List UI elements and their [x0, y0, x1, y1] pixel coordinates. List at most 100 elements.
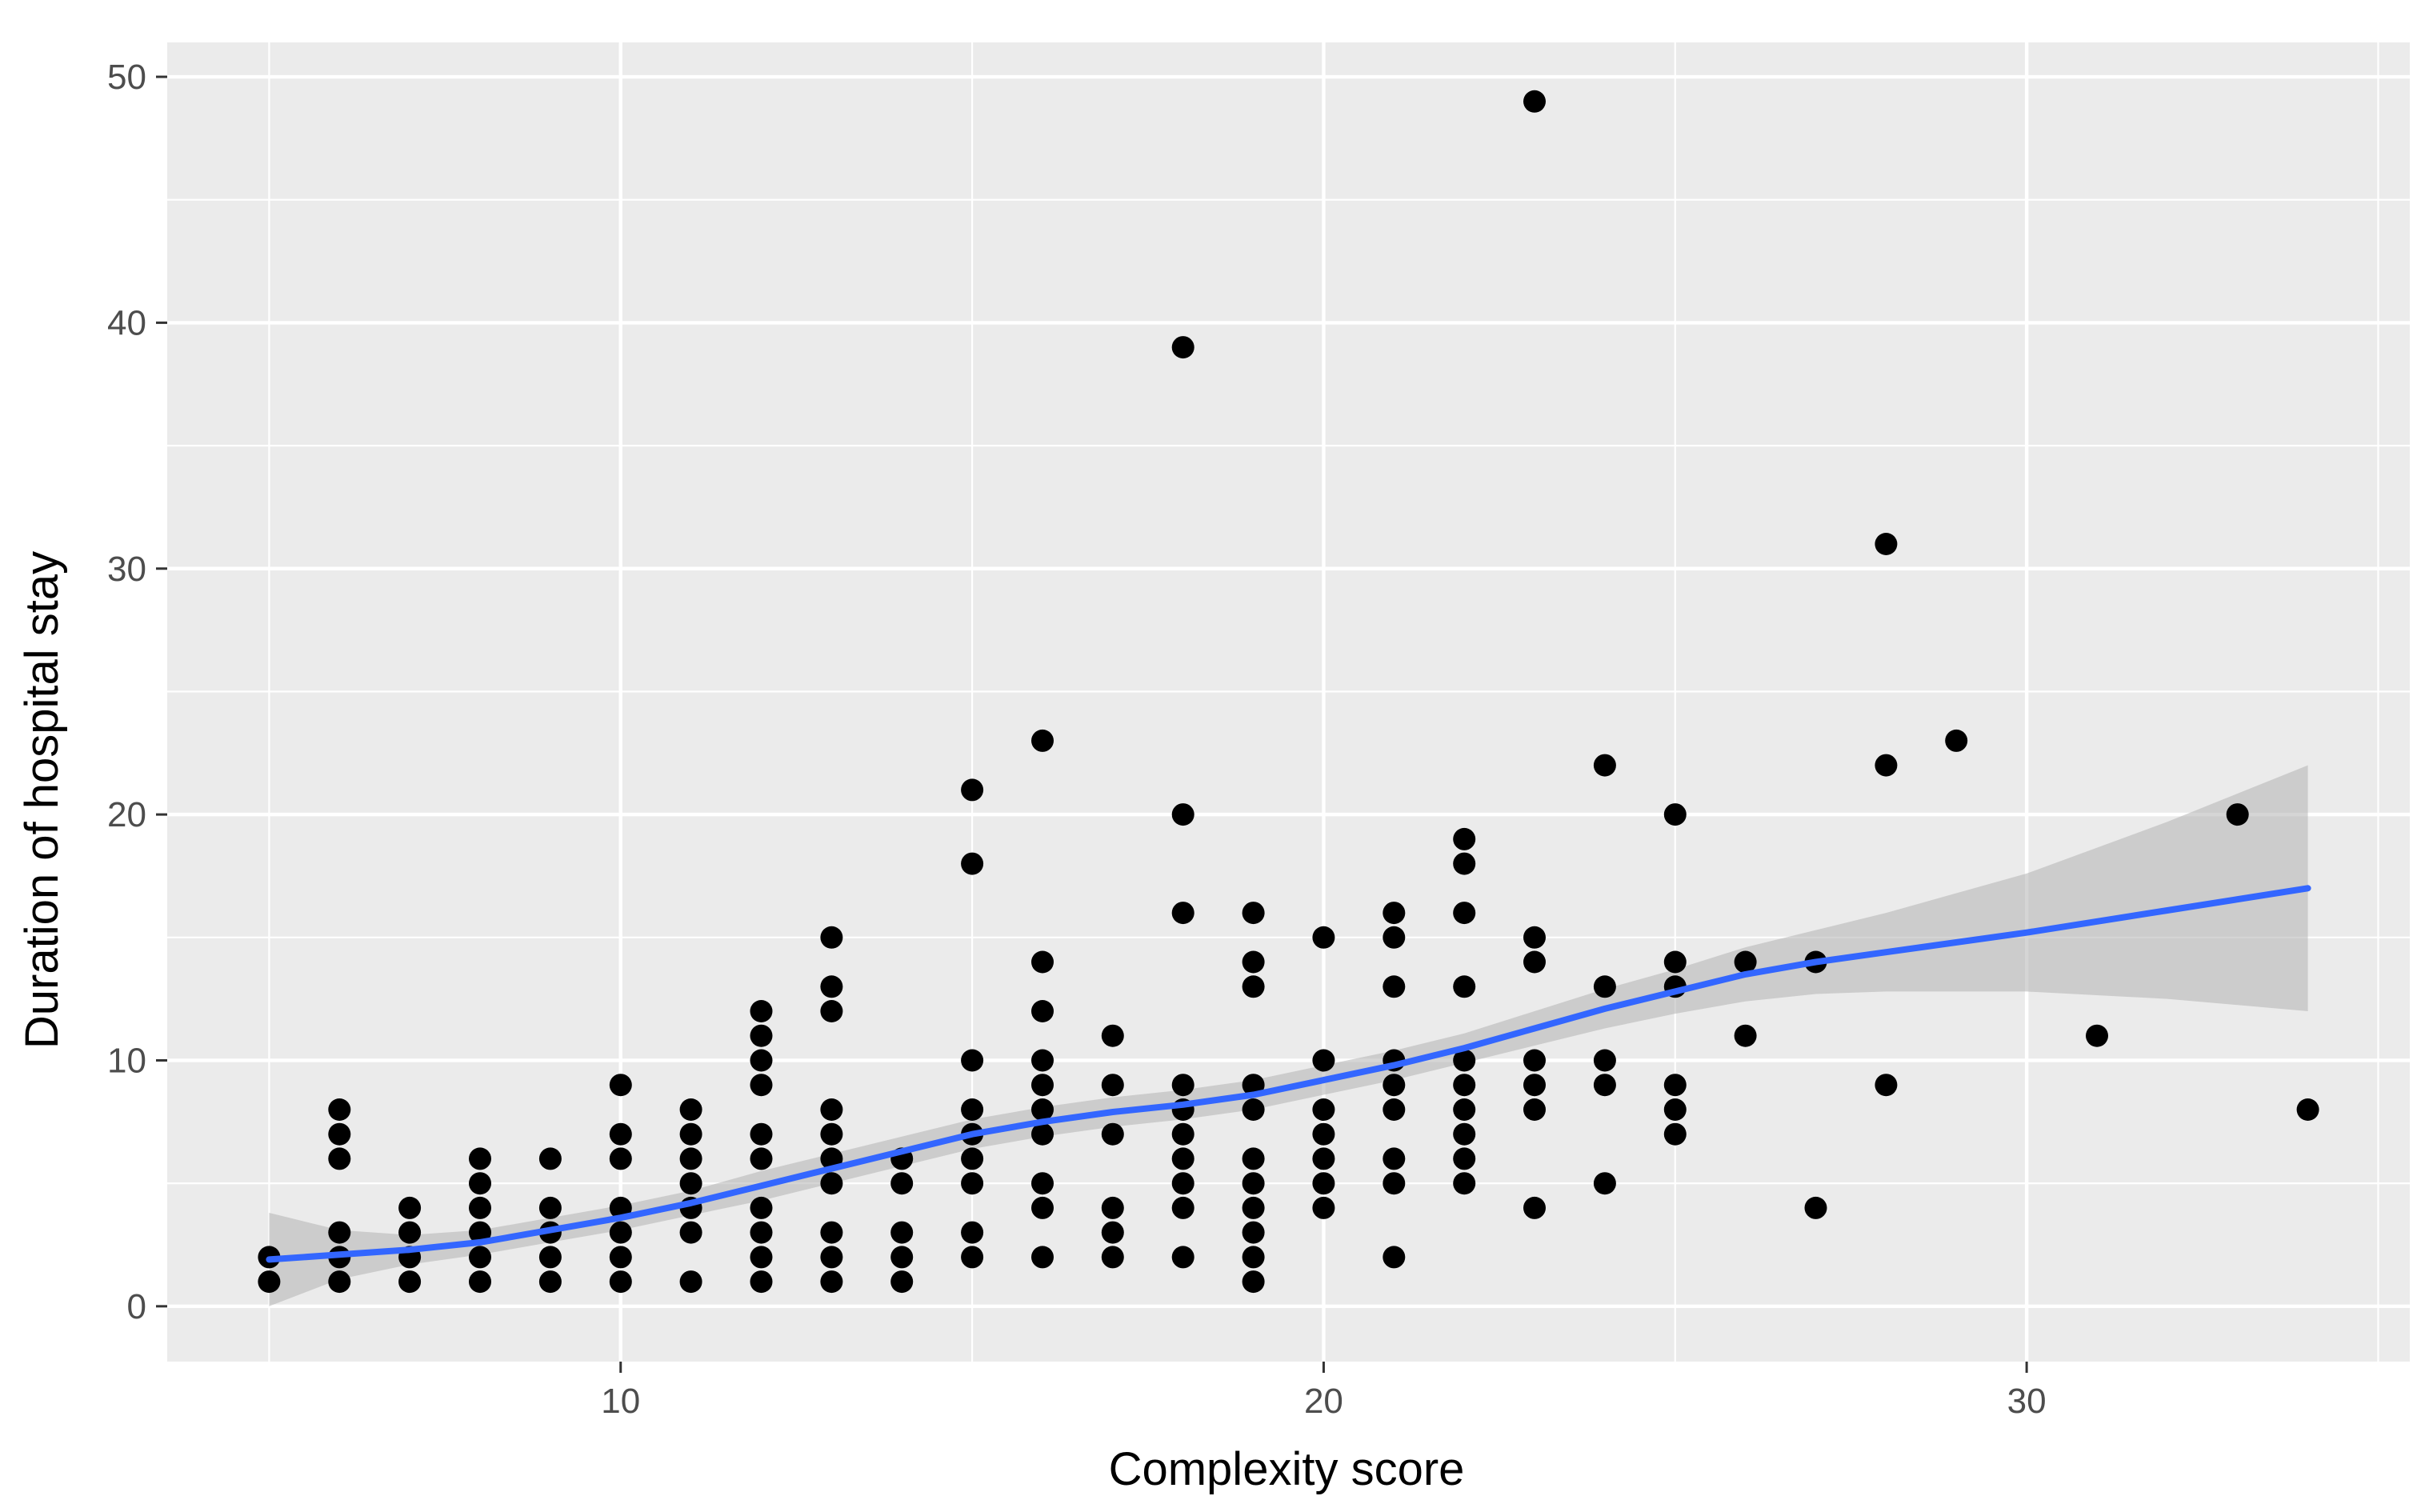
data-point: [1031, 1074, 1054, 1097]
data-point: [1593, 975, 1616, 998]
data-point: [1312, 1196, 1335, 1219]
data-point: [2086, 1024, 2108, 1047]
data-point: [820, 1122, 843, 1146]
y-tick-label: 20: [107, 795, 146, 834]
data-point: [1312, 1098, 1335, 1121]
data-point: [1171, 1172, 1194, 1195]
data-point: [1453, 1172, 1476, 1195]
data-point: [679, 1270, 702, 1294]
data-point: [2226, 803, 2249, 826]
data-point: [1523, 90, 1546, 113]
data-point: [1453, 827, 1476, 850]
data-point: [1453, 1122, 1476, 1146]
data-point: [679, 1147, 702, 1170]
data-point: [1031, 1172, 1054, 1195]
data-point: [1734, 950, 1757, 974]
data-point: [961, 1246, 984, 1269]
data-point: [1031, 1098, 1054, 1121]
data-point: [1453, 975, 1476, 998]
y-tick-label: 0: [127, 1287, 146, 1326]
data-point: [609, 1246, 632, 1269]
data-point: [1171, 1147, 1194, 1170]
data-point: [1101, 1122, 1124, 1146]
data-point: [1242, 1147, 1265, 1170]
data-point: [750, 1000, 773, 1022]
data-point: [258, 1270, 281, 1294]
data-point: [1663, 1122, 1687, 1146]
data-point: [538, 1270, 562, 1294]
data-point: [750, 1122, 773, 1146]
data-point: [1242, 902, 1265, 925]
data-point: [1031, 729, 1054, 752]
data-point: [1383, 975, 1406, 998]
data-point: [820, 1270, 843, 1294]
y-axis-title: Duration of hospital stay: [16, 551, 68, 1049]
data-point: [1663, 950, 1687, 974]
data-point: [1875, 754, 1898, 777]
data-point: [1031, 1196, 1054, 1219]
data-point: [1383, 1246, 1406, 1269]
y-tick-label: 50: [107, 58, 146, 97]
data-point: [1242, 1270, 1265, 1294]
data-point: [679, 1122, 702, 1146]
x-axis-title: Complexity score: [1109, 1443, 1465, 1495]
data-point: [820, 926, 843, 949]
data-point: [750, 1074, 773, 1097]
data-point: [538, 1246, 562, 1269]
data-point: [328, 1147, 351, 1170]
data-point: [1171, 803, 1194, 826]
data-point: [820, 1000, 843, 1022]
data-point: [961, 1147, 984, 1170]
data-point: [820, 975, 843, 998]
data-point: [1453, 1147, 1476, 1170]
data-point: [1383, 1098, 1406, 1121]
x-tick-label: 20: [1304, 1382, 1343, 1421]
data-point: [1171, 336, 1194, 359]
data-point: [398, 1221, 422, 1244]
data-point: [1875, 533, 1898, 555]
data-point: [1453, 1049, 1476, 1072]
data-point: [679, 1098, 702, 1121]
data-point: [1312, 926, 1335, 949]
data-point: [469, 1196, 491, 1219]
smooth-line: [266, 885, 2311, 1263]
data-point: [1312, 1172, 1335, 1195]
data-point: [820, 1221, 843, 1244]
y-tick-label: 10: [107, 1041, 146, 1080]
data-point: [1523, 950, 1546, 974]
data-point: [750, 1147, 773, 1170]
data-point: [1031, 950, 1054, 974]
data-point: [1312, 1122, 1335, 1146]
data-point: [1312, 1147, 1335, 1170]
data-point: [1383, 1147, 1406, 1170]
data-point: [469, 1246, 491, 1269]
data-point: [1101, 1024, 1124, 1047]
data-point: [609, 1147, 632, 1170]
data-point: [750, 1246, 773, 1269]
data-point: [1523, 1196, 1546, 1219]
data-point: [1663, 803, 1687, 826]
data-point: [1101, 1221, 1124, 1244]
data-point: [679, 1172, 702, 1195]
data-point: [890, 1172, 914, 1195]
data-point: [961, 778, 984, 802]
data-point: [328, 1098, 351, 1121]
data-point: [469, 1221, 491, 1244]
data-point: [469, 1270, 491, 1294]
data-point: [609, 1074, 632, 1097]
data-point: [1453, 1074, 1476, 1097]
data-point: [1453, 902, 1476, 925]
data-point: [1031, 1122, 1054, 1146]
data-point: [1663, 1074, 1687, 1097]
data-point: [1101, 1246, 1124, 1269]
x-tick-label: 10: [601, 1382, 640, 1421]
y-tick-label: 30: [107, 550, 146, 589]
data-point: [1523, 1049, 1546, 1072]
data-point: [750, 1270, 773, 1294]
data-point: [750, 1221, 773, 1244]
data-point: [1242, 975, 1265, 998]
data-point: [750, 1049, 773, 1072]
data-point: [1242, 950, 1265, 974]
data-point: [1242, 1246, 1265, 1269]
